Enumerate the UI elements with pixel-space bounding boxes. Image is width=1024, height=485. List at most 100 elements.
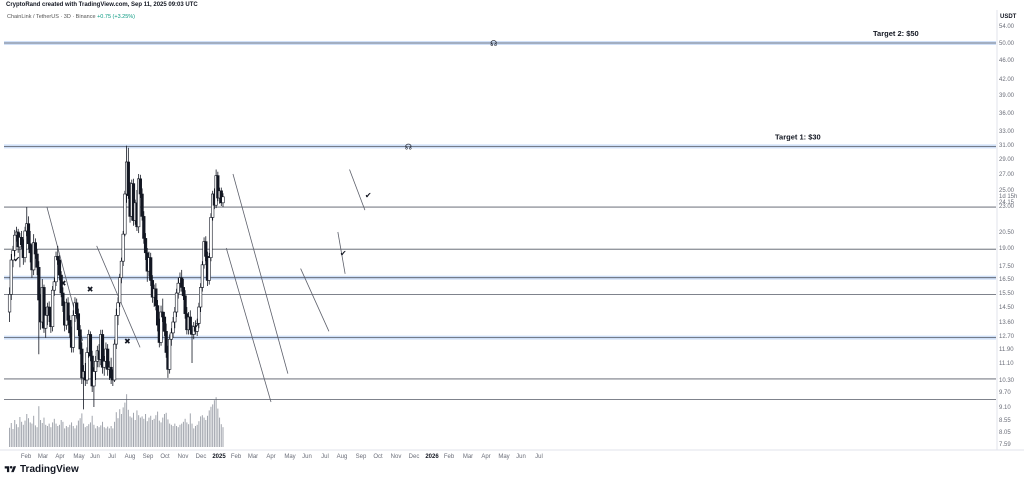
volume-bar [198,421,200,447]
volume-bar [86,426,88,447]
x-tick-label: Nov [391,454,402,460]
x-tick-label: 2026 [425,454,439,460]
candle-body [61,292,65,306]
volume-bar [139,417,141,447]
volume-bar [79,418,81,447]
volume-bar [64,428,66,447]
signal-marker: ☊ [405,142,412,151]
volume-bar [146,421,148,447]
volume-bar [84,427,86,447]
y-tick-label: 29.00 [999,157,1015,163]
volume-bar [81,413,83,447]
trendline [337,231,346,274]
candle-body [118,277,122,304]
candle-body [154,288,158,306]
symbol-name[interactable]: ChainLink / TetherUS · 3D · Binance [7,14,96,20]
volume-bar [222,427,224,447]
volume-bar [157,411,159,447]
volume-bar [12,429,14,447]
candle-body [56,256,60,261]
candle-body [76,313,81,331]
volume-bar [110,426,112,447]
trendline [232,173,289,374]
volume-bar [48,423,50,447]
volume-bar [77,420,79,447]
y-tick-label: 46.00 [999,58,1015,64]
x-tick-label: Aug [125,454,136,460]
volume-bar [117,418,119,447]
y-tick-label: 9.10 [999,405,1011,411]
volume-bar [155,415,157,447]
volume-bar [72,426,74,447]
volume-bar [43,417,45,447]
x-tick-label: Jun [516,454,526,460]
candle-body [102,360,106,368]
volume-bar [96,426,98,447]
volume-bar [160,422,162,447]
candle-body [44,315,48,329]
candle-body [123,193,127,235]
candle-body [162,316,167,332]
symbol-legend: ChainLink / TetherUS · 3D · Binance +0.7… [7,14,135,20]
volume-bar [167,419,169,447]
volume-bar [153,418,155,447]
candle-body [140,193,144,217]
volume-bar [169,423,171,447]
signal-marker: ✖ [124,337,131,346]
volume-bar [136,410,138,447]
candle-body [109,366,113,379]
signal-marker: ✔ [340,249,347,258]
volume-bar [91,415,93,447]
volume-bar [184,418,186,447]
candle-body [159,311,163,343]
candle-body [9,259,13,295]
x-tick-label: Aug [337,454,348,460]
y-tick-label: 31.00 [999,143,1015,149]
volume-bar [19,417,21,447]
volume-bar [213,400,215,447]
volume-bar [150,415,152,447]
y-tick-label: 33.00 [999,129,1015,135]
y-tick-label: 19.00 [999,246,1015,252]
candle-body [131,183,136,221]
volume-bar [207,415,209,447]
candle-body [28,243,32,254]
candle-body [88,334,93,357]
markers-layer: ✔ ✖ ✖ ✖ ✔ ✔ ✔ ☊ ☊ Target 1: $30 Target 2: $50 [13,29,918,346]
candle-body [80,348,84,379]
volume-bar [148,417,150,447]
y-tick-label: 36.00 [999,111,1015,117]
volume-bar [114,421,116,447]
volume-bar [217,408,219,447]
volume-bar [24,420,26,447]
volume-bar [95,428,97,447]
y-tick-label: 8.55 [999,418,1011,424]
trendline [349,169,366,211]
volume-bar [46,426,48,447]
volume-bar [76,425,78,447]
x-tick-label: Apr [481,454,490,460]
candle-body [78,329,82,350]
candle-body [181,287,186,297]
volume-bar [83,423,85,447]
volume-bar [31,423,33,447]
x-tick-label: Jun [90,454,100,460]
tradingview-brand[interactable]: TradingView [4,464,79,475]
y-tick-label: 7.59 [999,442,1011,448]
candle-body [211,193,215,218]
candle-body [180,277,184,288]
y-tick-label: 39.00 [999,93,1015,99]
volume-bar [45,424,47,447]
volume-bar [182,421,184,447]
volume-bar [105,428,107,447]
candle-body [59,274,63,294]
y-tick-label: 27.00 [999,172,1015,178]
volume-bar [212,404,214,447]
target-label: Target 1: $30 [775,132,821,141]
volume-bar [38,406,40,447]
candle-body [35,253,39,268]
y-tick-label: 23.00 [999,204,1015,210]
candle-body [138,178,142,195]
volume-bar [100,425,102,447]
